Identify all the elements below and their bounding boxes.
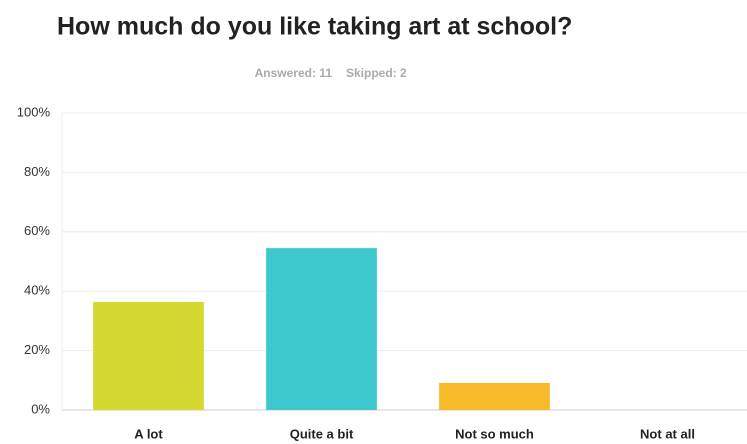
bar	[93, 301, 204, 410]
answered-count: Answered: 11	[255, 66, 333, 80]
bar	[266, 248, 377, 410]
y-tick-label: 40%	[24, 283, 50, 298]
y-tick-label: 100%	[17, 104, 51, 119]
skipped-count: Skipped: 2	[346, 66, 407, 80]
x-tick-label: Quite a bit	[290, 426, 354, 441]
bar	[439, 382, 550, 410]
y-tick-label: 20%	[24, 342, 50, 357]
chart-title: How much do you like taking art at schoo…	[57, 13, 572, 41]
y-tick-label: 60%	[24, 223, 50, 238]
y-tick-label: 0%	[31, 401, 50, 416]
x-tick-label: A lot	[134, 426, 163, 441]
y-tick-label: 80%	[24, 164, 50, 179]
x-tick-label: Not at all	[640, 426, 695, 441]
x-tick-label: Not so much	[455, 426, 534, 441]
